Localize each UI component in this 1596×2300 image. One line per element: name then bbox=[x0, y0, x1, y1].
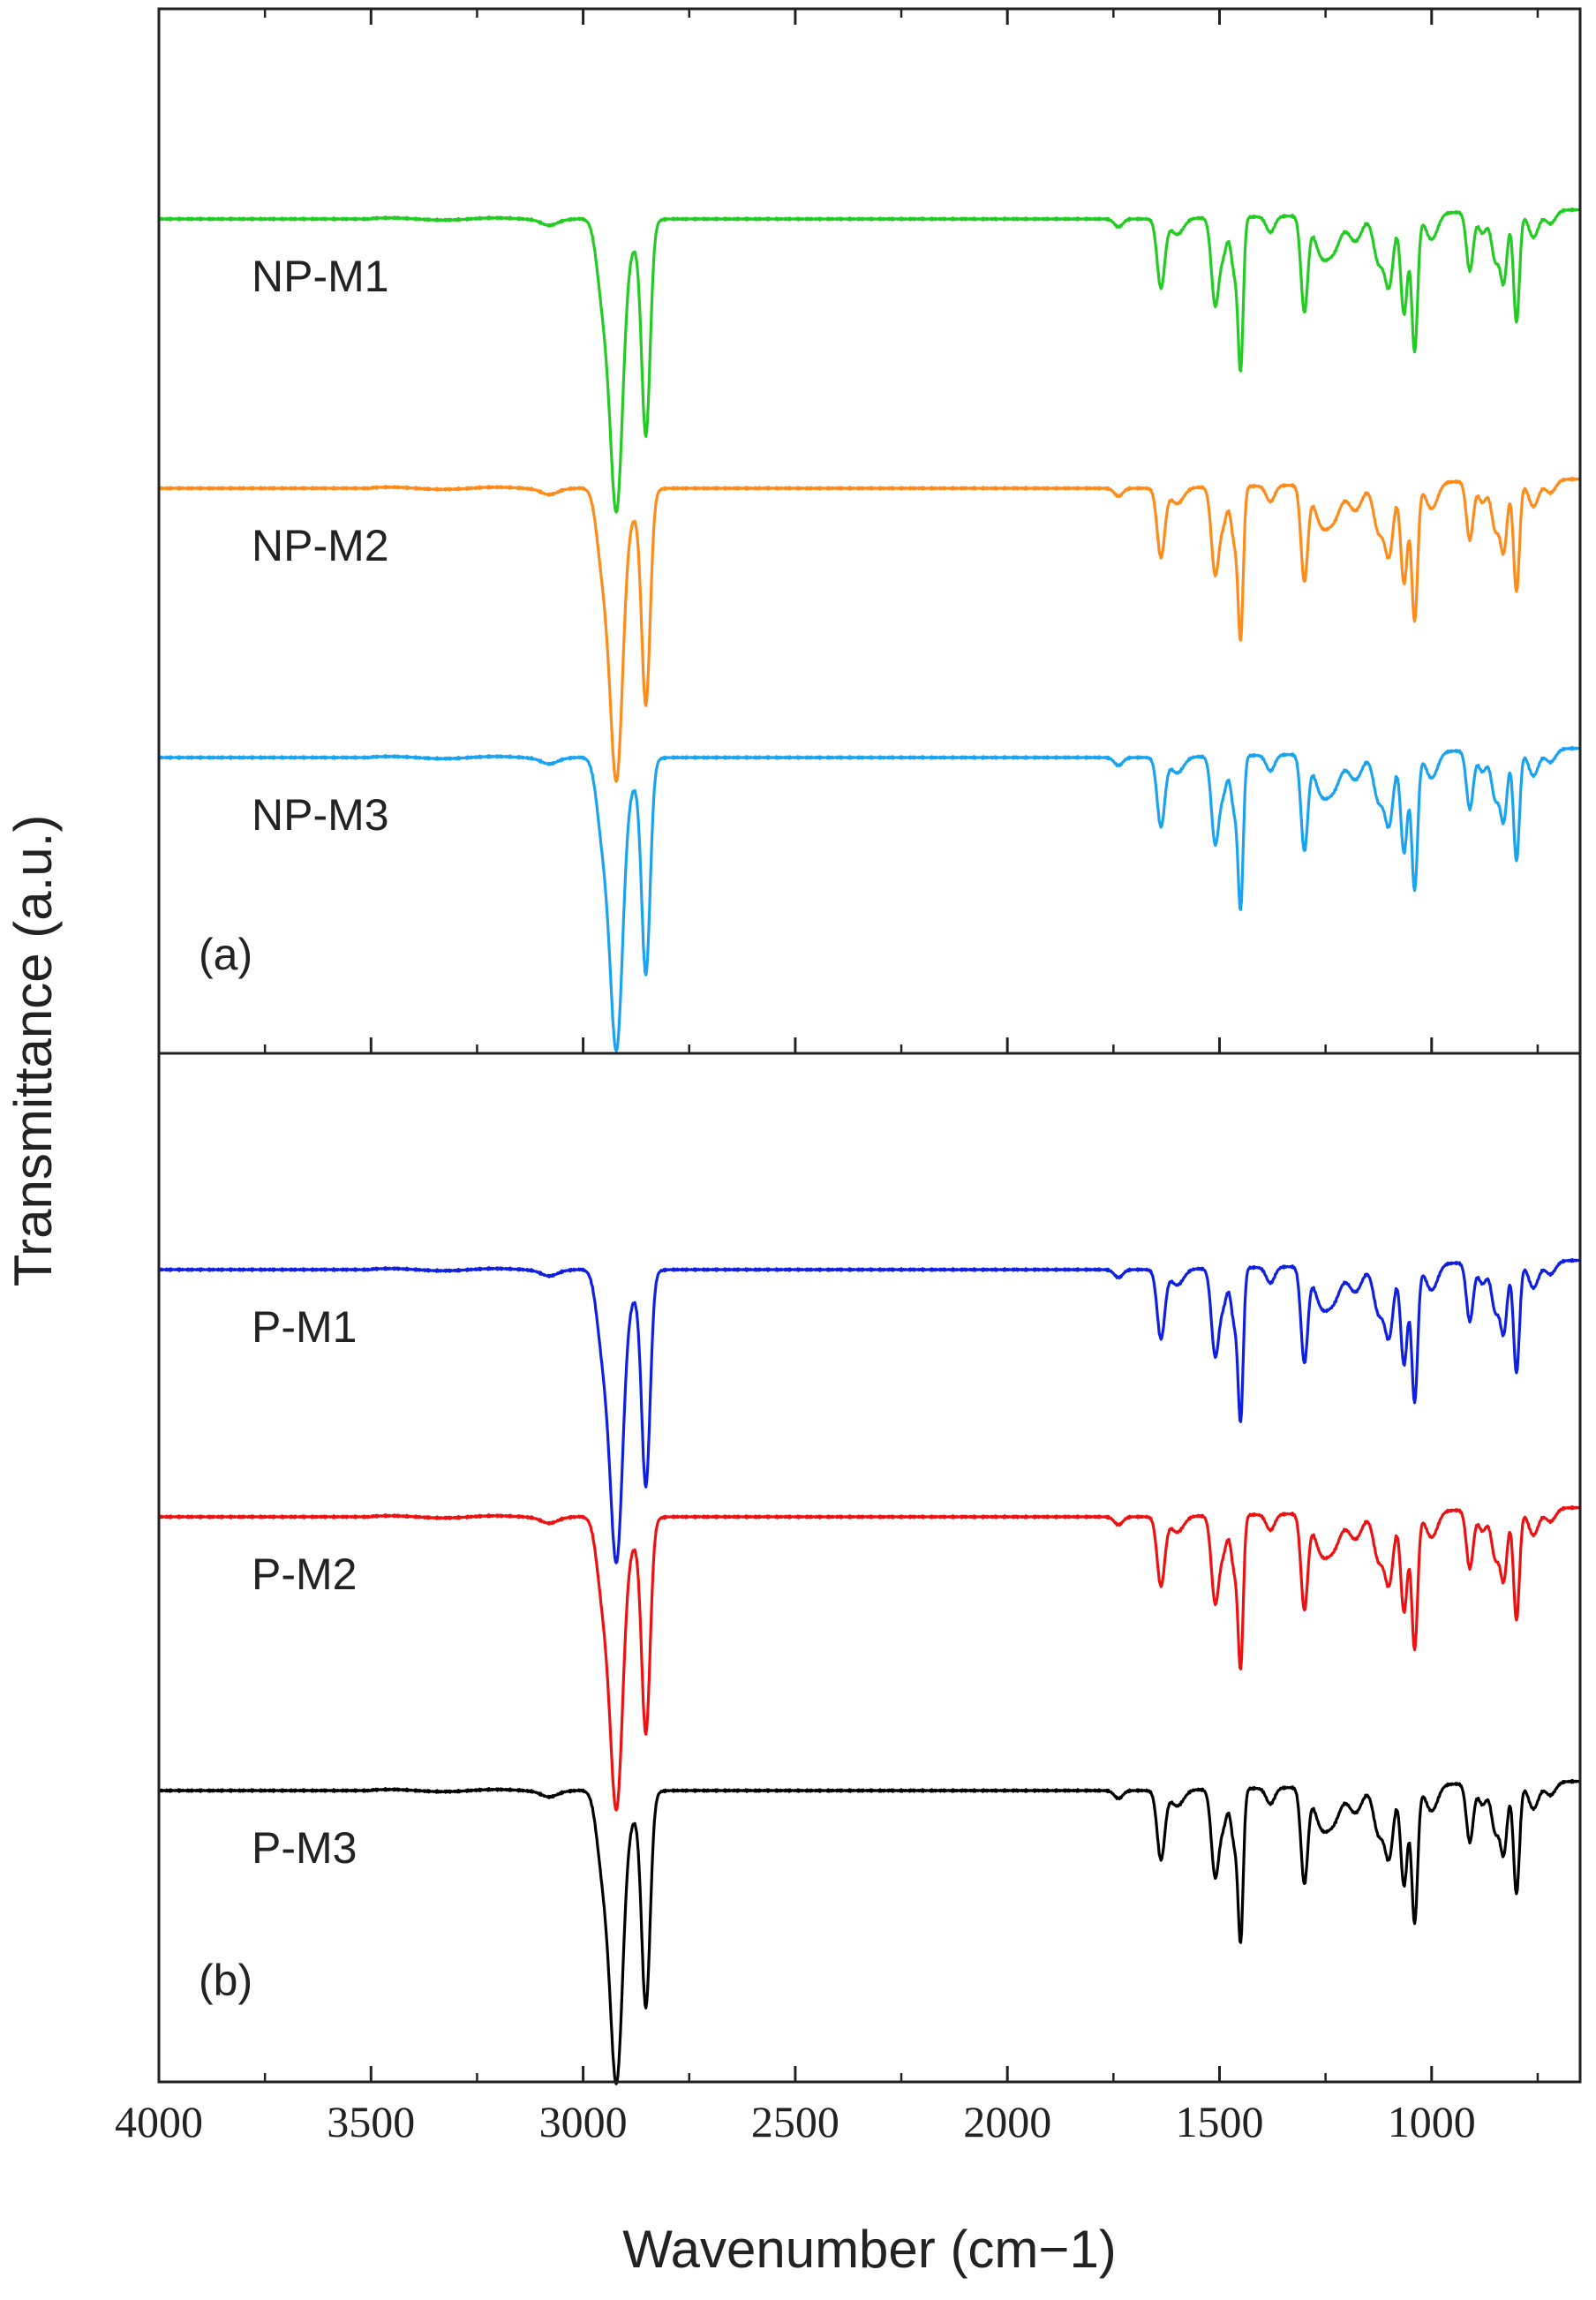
series-label-np-m3: NP-M3 bbox=[252, 790, 389, 840]
series-line-np-m1 bbox=[158, 207, 1582, 514]
series-label-p-m2: P-M2 bbox=[252, 1550, 357, 1599]
series-labels: NP-M1 NP-M2 NP-M3 (a) P-M1 P-M2 P-M3 (b) bbox=[199, 252, 389, 2005]
panel-label-b: (b) bbox=[199, 1956, 252, 2005]
series-label-p-m3: P-M3 bbox=[252, 1823, 357, 1873]
x-tick-label: 3500 bbox=[327, 2097, 415, 2146]
x-tick-label: 4000 bbox=[115, 2097, 203, 2146]
x-tick-label: 3000 bbox=[539, 2097, 628, 2146]
y-axis-title: Transmittance (a.u.) bbox=[4, 815, 63, 1287]
series-label-p-m1: P-M1 bbox=[252, 1302, 357, 1352]
x-axis-title: Wavenumber (cm−1) bbox=[622, 2220, 1117, 2279]
series-line-np-m2 bbox=[158, 476, 1582, 783]
series-line-p-m1 bbox=[158, 1257, 1582, 1565]
series-line-p-m2 bbox=[158, 1504, 1582, 1812]
series-label-np-m1: NP-M1 bbox=[252, 252, 389, 301]
series-line-p-m3 bbox=[158, 1778, 1582, 2085]
x-axis-ticks: 4000 3500 3000 2500 2000 1500 1000 bbox=[115, 9, 1540, 2146]
series-label-np-m2: NP-M2 bbox=[252, 521, 389, 570]
x-tick-label: 2500 bbox=[751, 2097, 839, 2146]
x-tick-label: 2000 bbox=[963, 2097, 1051, 2146]
x-tick-label: 1500 bbox=[1175, 2097, 1263, 2146]
series-line-np-m3 bbox=[158, 745, 1582, 1052]
panel-b-frame bbox=[157, 1052, 1582, 2084]
series-layer bbox=[158, 207, 1582, 2085]
x-tick-label: 1000 bbox=[1388, 2097, 1476, 2146]
panel-label-a: (a) bbox=[199, 930, 252, 979]
